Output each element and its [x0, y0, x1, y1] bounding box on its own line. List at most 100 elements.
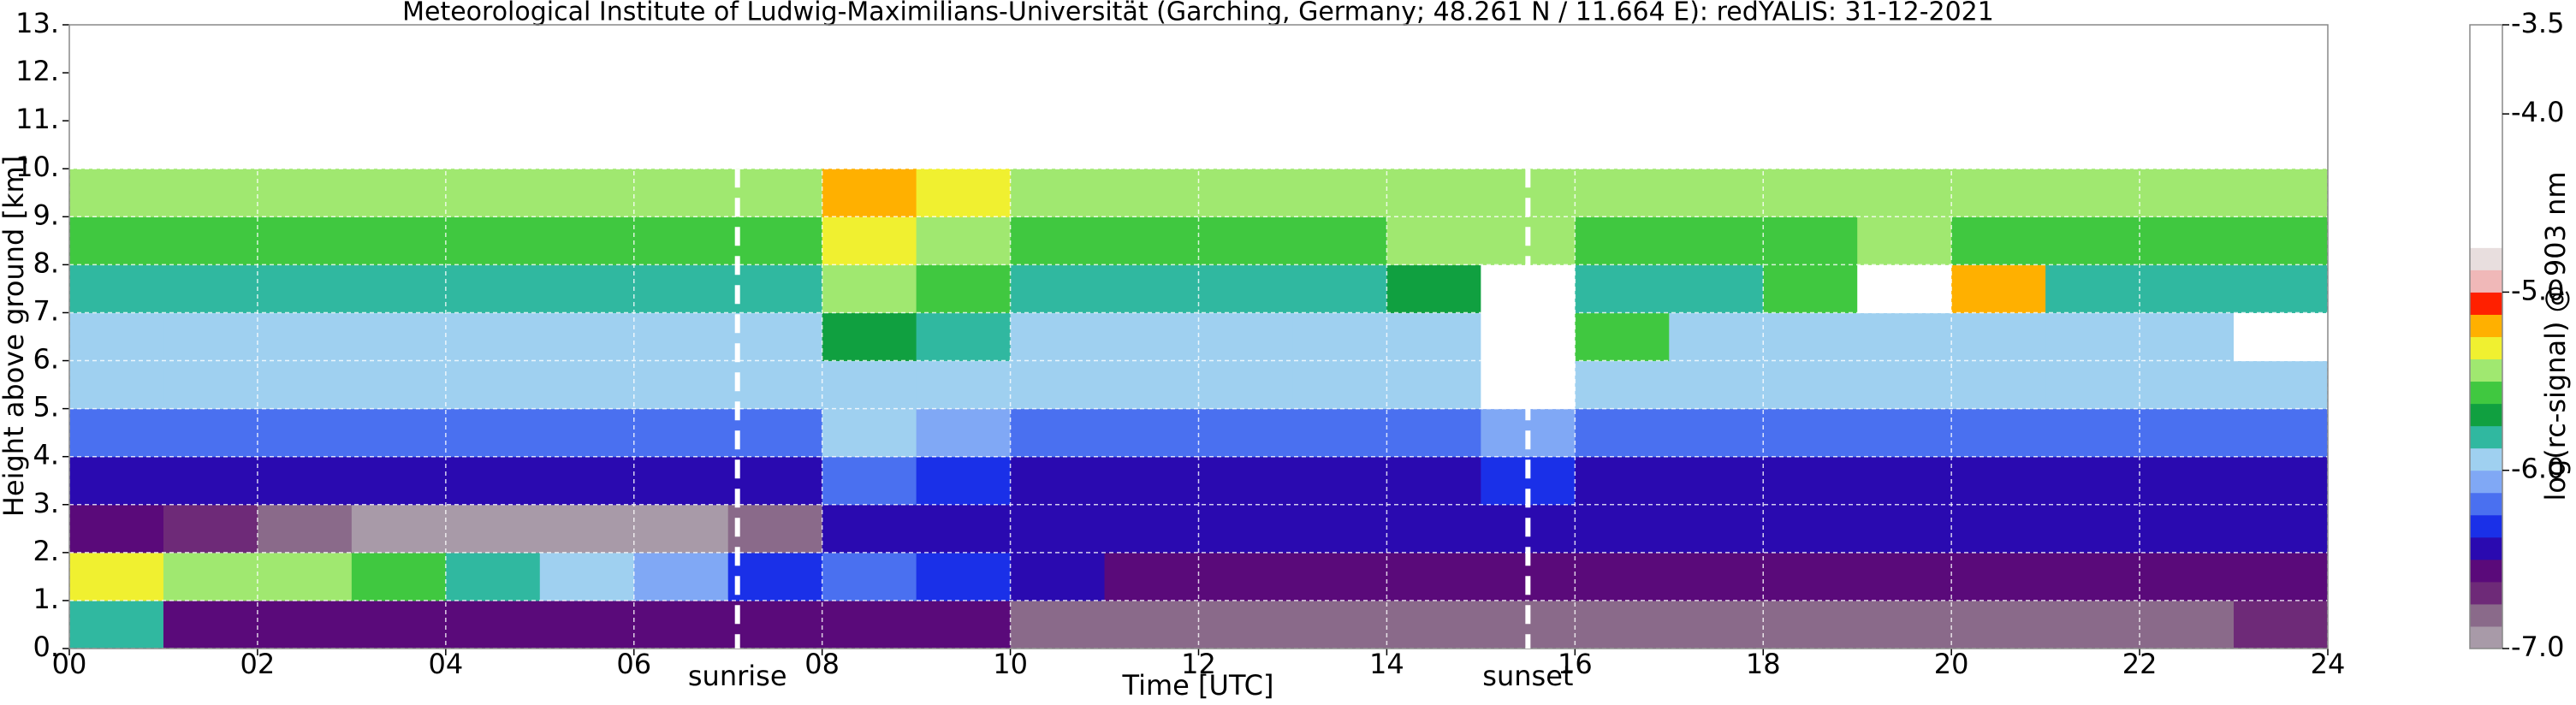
colorbar-swatch	[2470, 47, 2502, 70]
heatmap-cell	[633, 312, 729, 362]
heatmap-cell	[2140, 264, 2235, 313]
colorbar-swatch	[2470, 225, 2502, 248]
heatmap-cell	[1763, 552, 1858, 601]
heatmap-cell	[1575, 360, 1670, 410]
heatmap-cell	[2140, 216, 2235, 265]
heatmap-cell	[1198, 312, 1293, 362]
heatmap-cell	[1104, 169, 1199, 217]
heatmap-cell	[633, 360, 729, 410]
colorbar-tick-label: -6.0	[2511, 453, 2564, 485]
heatmap-cell	[69, 408, 164, 458]
heatmap-cell	[916, 312, 1012, 362]
heatmap-cell	[1951, 408, 2046, 458]
heatmap-cell	[1010, 264, 1106, 313]
heatmap-cell	[69, 216, 164, 265]
heatmap-cell	[916, 169, 1012, 217]
heatmap-cell	[257, 504, 353, 554]
colorbar-swatch	[2470, 559, 2502, 583]
heatmap-cell	[727, 216, 823, 265]
heatmap-cell	[445, 360, 541, 410]
heatmap-cell	[163, 169, 258, 217]
heatmap-cell	[822, 456, 917, 506]
heatmap-cell	[351, 504, 447, 554]
heatmap-cell	[1386, 169, 1481, 217]
heatmap-cell	[1857, 312, 1952, 362]
heatmap-cell	[1104, 504, 1199, 554]
heatmap-cell	[163, 456, 258, 506]
heatmap-cell	[1763, 312, 1858, 362]
colorbar-swatch	[2470, 270, 2502, 293]
x-tick-label: 08	[804, 648, 840, 680]
heatmap-cell	[1857, 216, 1952, 265]
y-tick-label: 12.	[15, 55, 59, 87]
heatmap-cell	[633, 552, 729, 601]
heatmap-cell	[2234, 264, 2329, 313]
heatmap-cell	[1669, 312, 1764, 362]
heatmap-cell	[1669, 216, 1764, 265]
heatmap-cell	[351, 600, 447, 649]
heatmap-cell	[822, 408, 917, 458]
heatmap-cell	[257, 600, 353, 649]
heatmap-cell	[1763, 264, 1858, 313]
heatmap-cell	[1951, 552, 2046, 601]
heatmap-cell	[1292, 456, 1387, 506]
heatmap-cell	[69, 169, 164, 217]
colorbar-swatch	[2470, 514, 2502, 538]
heatmap-cell	[351, 169, 447, 217]
y-tick-label: 10.	[15, 151, 59, 183]
heatmap-cell	[539, 169, 635, 217]
heatmap-cell	[445, 408, 541, 458]
colorbar-swatch	[2470, 381, 2502, 405]
heatmap-cell	[1010, 456, 1106, 506]
heatmap-cell	[1292, 216, 1387, 265]
y-tick-label: 2.	[33, 535, 59, 567]
heatmap-cell	[1386, 408, 1481, 458]
heatmap-cell	[2045, 552, 2140, 601]
x-tick-label: 22	[2122, 648, 2158, 680]
heatmap-cell	[1763, 504, 1858, 554]
heatmap-cell	[1951, 360, 2046, 410]
heatmap-cell	[69, 264, 164, 313]
colorbar-swatch	[2470, 625, 2502, 649]
heatmap-cell	[1386, 600, 1481, 649]
heatmap-cell	[916, 504, 1012, 554]
heatmap-cell	[257, 264, 353, 313]
heatmap-cell	[727, 504, 823, 554]
y-axis-label: Height above ground [km]	[0, 156, 30, 517]
x-tick-label: 16	[1558, 648, 1593, 680]
heatmap-cell	[2234, 408, 2329, 458]
colorbar-swatch	[2470, 136, 2502, 159]
heatmap-cell	[257, 408, 353, 458]
heatmap-cell	[916, 456, 1012, 506]
heatmap-cell	[257, 312, 353, 362]
heatmap-cell	[1386, 456, 1481, 506]
heatmap-cell	[2045, 360, 2140, 410]
heatmap-cell	[1198, 216, 1293, 265]
heatmap-cell	[1104, 360, 1199, 410]
heatmap-cell	[69, 360, 164, 410]
colorbar-swatch	[2470, 492, 2502, 516]
colorbar-swatch	[2470, 292, 2502, 315]
heatmap-cell	[1198, 408, 1293, 458]
x-tick-label: 18	[1746, 648, 1781, 680]
heatmap-cell	[2140, 408, 2235, 458]
heatmap-cell	[1669, 600, 1764, 649]
heatmap-cell	[2234, 552, 2329, 601]
heatmap-cell	[539, 456, 635, 506]
heatmap-cell	[1857, 408, 1952, 458]
heatmap-cell	[633, 216, 729, 265]
heatmap-cell	[351, 312, 447, 362]
heatmap-cell	[727, 360, 823, 410]
heatmap-cell	[445, 552, 541, 601]
heatmap-cell	[445, 504, 541, 554]
heatmap-cell	[1010, 169, 1106, 217]
heatmap-cell	[163, 504, 258, 554]
heatmap-cell	[2234, 504, 2329, 554]
heatmap-cell	[1857, 264, 1952, 313]
heatmap-cell	[1763, 169, 1858, 217]
heatmap-cell	[1763, 408, 1858, 458]
heatmap-cell	[1951, 504, 2046, 554]
heatmap-cell	[727, 600, 823, 649]
heatmap-cell	[1010, 312, 1106, 362]
heatmap-cell	[1951, 169, 2046, 217]
